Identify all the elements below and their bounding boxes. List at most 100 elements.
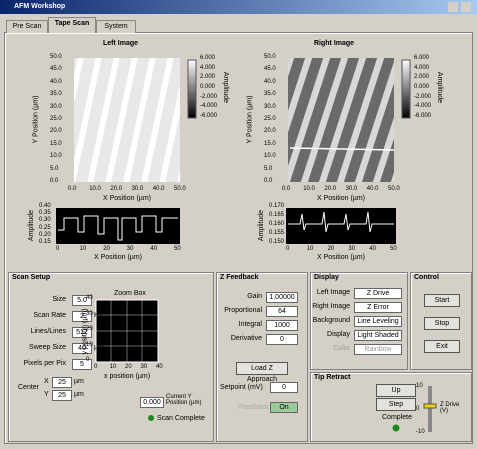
axis-name: Y bbox=[44, 391, 49, 398]
approach-button[interactable]: Load Z Approach bbox=[236, 362, 288, 383]
colorbar-tick: 2.000 bbox=[200, 74, 216, 81]
y-tick-label: 0.20 bbox=[39, 231, 51, 238]
tip-button[interactable]: Step bbox=[376, 398, 416, 411]
dropdown[interactable]: Line Leveling bbox=[354, 316, 402, 327]
field-label: Setpoint (mV) bbox=[220, 384, 263, 391]
colorbar-tick: -6.000 bbox=[414, 113, 432, 119]
axis-label: X Position (µm) bbox=[103, 195, 151, 202]
axis-label: X Position (µm) bbox=[317, 195, 365, 202]
current-y-label: Current Y Position (µm) bbox=[166, 394, 202, 406]
left-image bbox=[74, 58, 180, 182]
y-tick-label: 15.0 bbox=[264, 140, 276, 147]
x-tick-label: 50 bbox=[390, 246, 397, 252]
y-tick-label: 0.40 bbox=[39, 203, 51, 209]
tip-button[interactable]: Up bbox=[376, 384, 416, 397]
field-label: Left Image bbox=[316, 289, 350, 296]
field-value[interactable]: 1000 bbox=[266, 320, 298, 331]
colorbar-tick: -4.000 bbox=[414, 103, 432, 110]
field-value[interactable]: 64 bbox=[266, 306, 298, 317]
window-title: AFM Workshop bbox=[14, 3, 66, 10]
status: Scan Complete bbox=[157, 415, 205, 422]
control-button[interactable]: Start bbox=[424, 294, 460, 307]
setpoint[interactable]: 0 bbox=[270, 382, 298, 393]
x-tick-label: 40.0 bbox=[152, 186, 165, 192]
y-tick-label: 0.25 bbox=[39, 224, 51, 231]
slider-tick: 10 bbox=[416, 383, 423, 389]
field-value[interactable]: 5.0 bbox=[72, 295, 92, 306]
center-value[interactable]: 25 bbox=[52, 377, 72, 388]
y-tick-label: 40 bbox=[86, 295, 93, 301]
field-label: Integral bbox=[238, 321, 262, 328]
field-label: Pixels per Pix bbox=[23, 360, 66, 367]
colorbar-tick: -2.000 bbox=[414, 93, 432, 100]
dropdown[interactable]: Z Drive bbox=[354, 288, 402, 299]
field-unit: µm bbox=[94, 344, 104, 351]
zoom-title: Zoom Box bbox=[114, 290, 146, 297]
x-tick-label: 0 bbox=[56, 246, 60, 252]
y-tick-label: 20.0 bbox=[50, 128, 62, 135]
tab[interactable]: Tape Scan bbox=[48, 17, 96, 33]
y-tick-label: 0.35 bbox=[39, 210, 51, 217]
axis-name: X bbox=[44, 378, 49, 385]
control-button[interactable]: Stop bbox=[424, 317, 460, 330]
panel-title: Tip Retract bbox=[314, 374, 351, 381]
field-value[interactable]: 40 bbox=[72, 343, 92, 354]
axis-label: Y Position (µm) bbox=[32, 95, 40, 144]
field-label: Gain bbox=[247, 293, 262, 300]
field-value[interactable]: 5 bbox=[72, 359, 92, 370]
x-tick-label: 0 bbox=[286, 246, 290, 252]
panel-title: Scan Setup bbox=[12, 274, 51, 281]
x-tick-label: 50.0 bbox=[174, 186, 186, 192]
field-value[interactable]: 0 bbox=[266, 334, 298, 345]
right-colorbar bbox=[401, 59, 411, 119]
x-tick-label: 20 bbox=[327, 246, 335, 252]
dropdown[interactable]: Z Error bbox=[354, 302, 402, 313]
x-tick-label: 30 bbox=[140, 364, 148, 370]
y-tick-label: 10.0 bbox=[50, 153, 62, 160]
panel-title: Display bbox=[314, 274, 339, 281]
x-tick-label: 10 bbox=[79, 246, 87, 252]
colorbar-tick: -6.000 bbox=[200, 113, 218, 119]
x-tick-label: 40 bbox=[150, 246, 158, 252]
axis-label: X Position (µm) bbox=[94, 254, 142, 261]
title-bar: AFM Workshop bbox=[0, 0, 477, 14]
dropdown[interactable]: Rainbow bbox=[354, 344, 402, 355]
right-image bbox=[288, 58, 394, 182]
axis-label: x position (µm) bbox=[104, 373, 151, 380]
x-tick-label: 0.0 bbox=[68, 186, 77, 192]
scan-led bbox=[148, 415, 154, 421]
minimize[interactable] bbox=[448, 2, 458, 12]
y-tick-label: 35.0 bbox=[50, 91, 62, 98]
colorbar-tick: 2.000 bbox=[414, 74, 430, 81]
feedback[interactable]: On bbox=[270, 402, 298, 413]
field-label: Background bbox=[312, 317, 350, 324]
slider-track bbox=[428, 386, 432, 432]
center-value[interactable]: 25 bbox=[52, 390, 72, 401]
y-tick-label: 0.170 bbox=[269, 203, 285, 209]
tab[interactable]: Pre Scan bbox=[6, 20, 48, 33]
dropdown[interactable]: Light Shaded bbox=[354, 330, 402, 341]
x-tick-label: 30 bbox=[348, 246, 356, 252]
status: Complete bbox=[382, 414, 412, 421]
field-value[interactable]: 1.00000 bbox=[266, 292, 298, 303]
slider-thumb[interactable] bbox=[423, 403, 437, 409]
control-button[interactable]: Exit bbox=[424, 340, 460, 353]
complete-led bbox=[392, 424, 400, 432]
field-label: Lines/Lines bbox=[30, 328, 66, 335]
unit: µm bbox=[74, 378, 84, 385]
y-tick-label: 20.0 bbox=[264, 128, 276, 135]
colorbar-label: Amplitude bbox=[222, 71, 230, 104]
close[interactable] bbox=[461, 2, 471, 12]
colorbar-label: Amplitude bbox=[436, 71, 444, 104]
field-label: Size bbox=[52, 296, 66, 303]
x-tick-label: 30.0 bbox=[345, 186, 358, 192]
field-value[interactable]: 2 bbox=[72, 311, 92, 322]
field-label: Proportional bbox=[224, 307, 262, 314]
field-value[interactable]: 512 bbox=[72, 327, 92, 338]
x-tick-label: 0.0 bbox=[282, 186, 291, 192]
tab[interactable]: System bbox=[96, 20, 136, 33]
y-tick-label: 10.0 bbox=[264, 153, 276, 160]
left-title: Left Image bbox=[103, 40, 139, 47]
